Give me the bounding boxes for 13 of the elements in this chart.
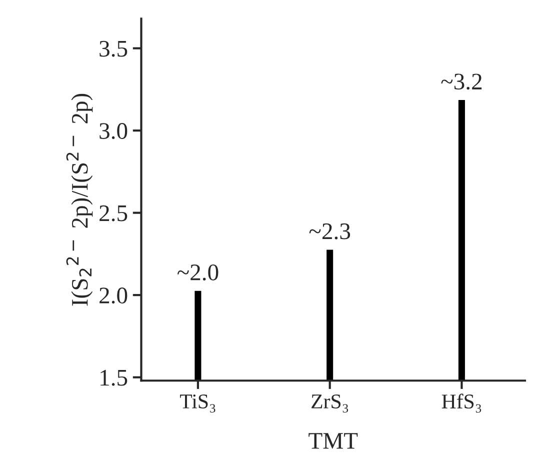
data-label: ~2.3 — [309, 223, 350, 240]
y-tick-label: 1.5 — [100, 370, 128, 386]
x-axis-title: TMT — [308, 433, 358, 449]
y-tick-label: 2.0 — [100, 288, 128, 304]
y-tick-label: 2.5 — [100, 205, 128, 222]
x-tick-label: HfS₃ — [442, 394, 482, 413]
y-tick-label: 3.0 — [100, 123, 128, 140]
data-label: ~3.2 — [441, 74, 482, 90]
data-label: ~2.0 — [177, 264, 218, 280]
x-tick-label: TiS₃ — [180, 394, 216, 413]
x-tick-label: ZrS₃ — [312, 394, 348, 413]
y-tick-label: 3.5 — [100, 40, 128, 57]
y-axis-title: I(S$_{2}$$^{2−}$ 2p)/I(S$^{2−}$ 2p) — [66, 94, 93, 306]
